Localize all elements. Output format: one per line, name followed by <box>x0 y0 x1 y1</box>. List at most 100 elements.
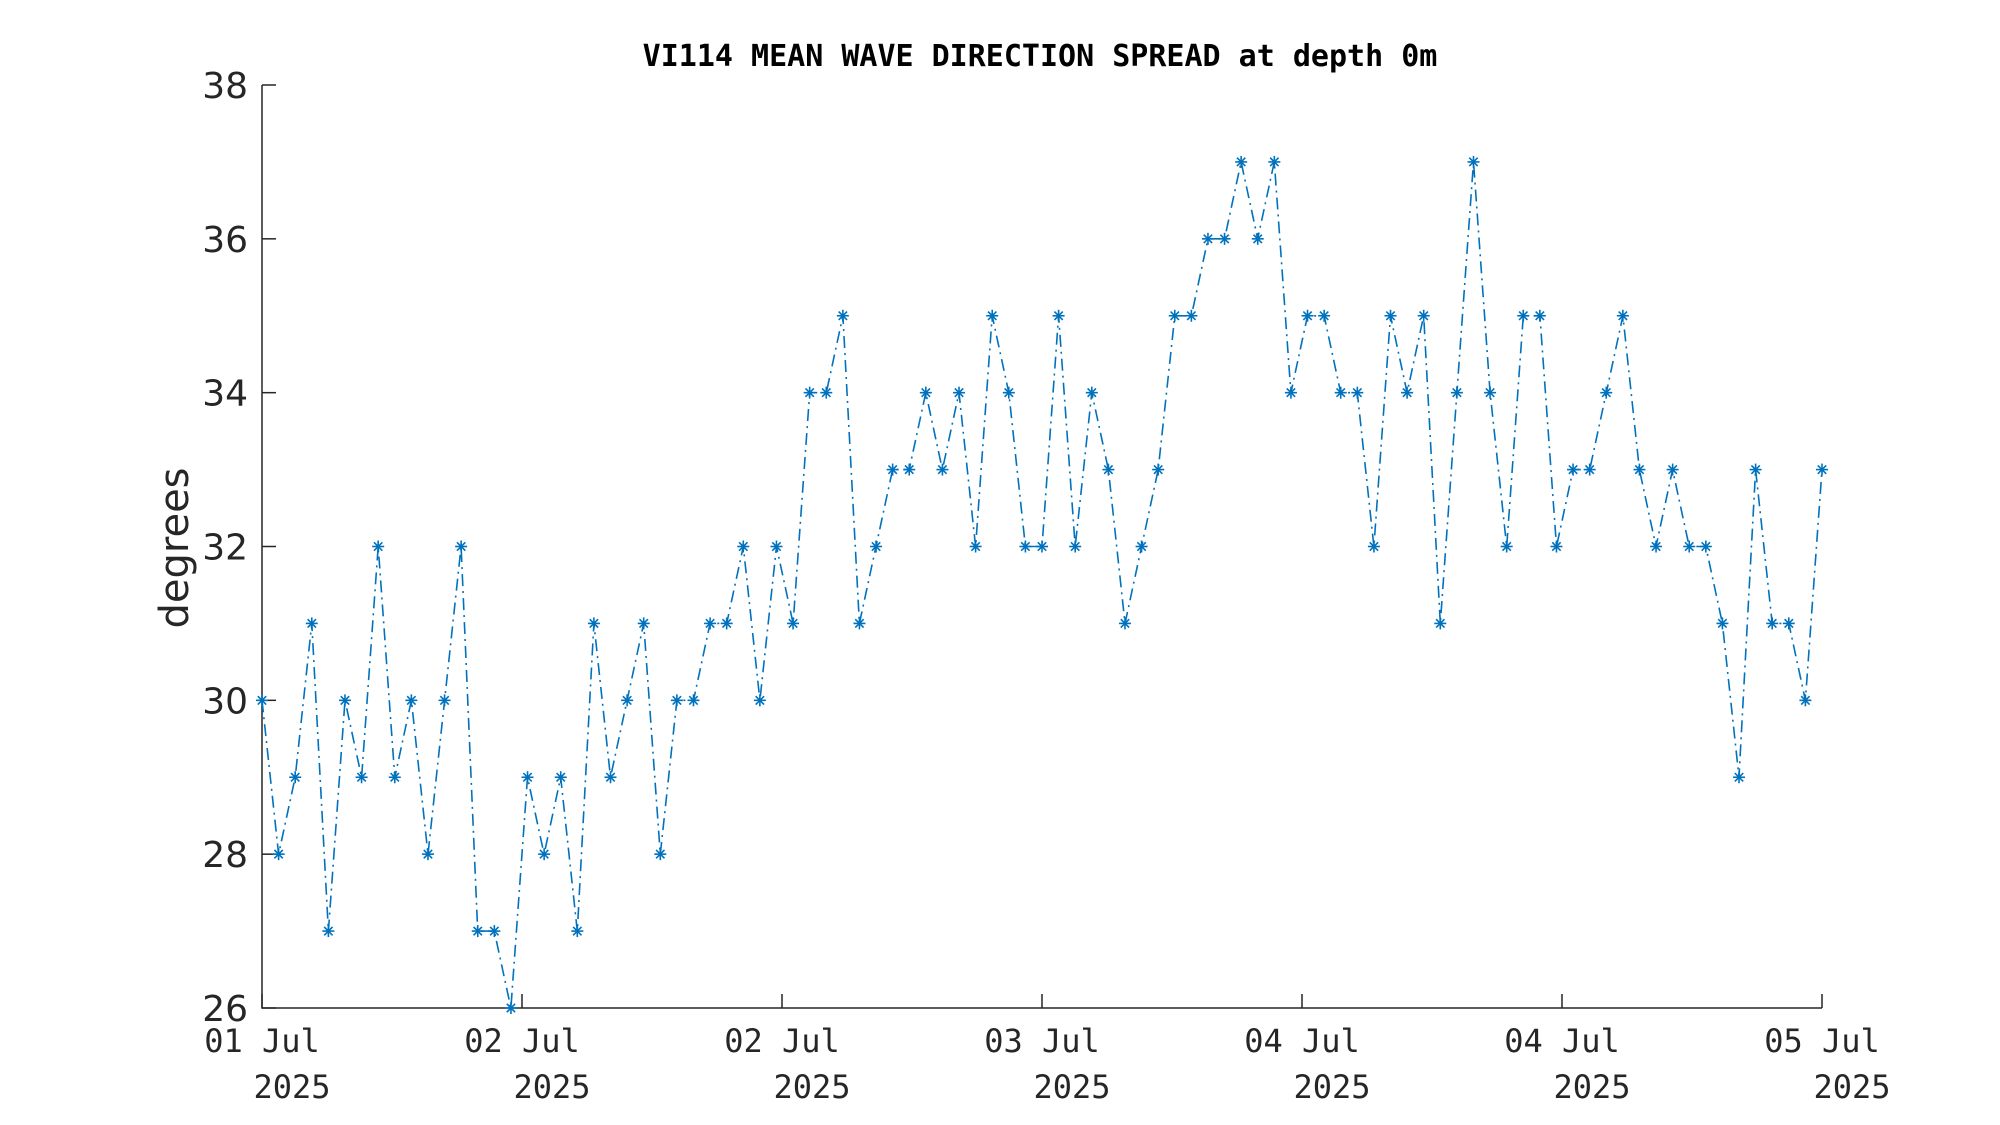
data-point <box>903 463 916 476</box>
y-tick-label: 28 <box>202 835 248 876</box>
x-tick-day-label: 04 Jul <box>1504 1022 1620 1060</box>
data-point <box>1550 540 1563 553</box>
data-point <box>787 617 800 630</box>
data-point <box>1766 617 1779 630</box>
data-point <box>538 848 551 861</box>
y-tick-label: 30 <box>202 681 248 722</box>
x-tick-year-label: 2025 <box>253 1068 330 1106</box>
x-tick-day-label: 02 Jul <box>724 1022 840 1060</box>
x-tick-day-label: 01 Jul <box>204 1022 320 1060</box>
data-point <box>770 540 783 553</box>
data-point <box>1218 232 1231 245</box>
data-point <box>1036 540 1048 553</box>
data-point <box>687 694 700 707</box>
data-point <box>919 386 932 399</box>
axes: 26 28 30 32 34 36 38 01 Jul 2025 02 Jul 2025 02 Jul… <box>202 66 1890 1106</box>
data-point <box>571 925 584 938</box>
data-point <box>1185 309 1198 322</box>
data-point <box>1782 617 1795 630</box>
data-point <box>1749 463 1762 476</box>
data-point <box>870 540 883 553</box>
data-point <box>1799 694 1812 707</box>
data-point <box>670 694 683 707</box>
data-point <box>256 694 268 707</box>
data-point <box>1069 540 1082 553</box>
data-point <box>289 771 302 784</box>
data-point <box>753 694 766 707</box>
data-point <box>1251 232 1264 245</box>
data-point <box>969 540 982 553</box>
data-point <box>1318 309 1331 322</box>
data-point <box>1583 463 1596 476</box>
data-point <box>704 617 717 630</box>
data-point <box>1401 386 1414 399</box>
data-point <box>836 309 849 322</box>
data-point <box>1268 155 1281 168</box>
data-point <box>1384 309 1397 322</box>
x-tick-day-label: 04 Jul <box>1244 1022 1360 1060</box>
y-tick-label: 26 <box>202 989 248 1030</box>
x-tick-day-label: 05 Jul <box>1764 1022 1880 1060</box>
data-point <box>1567 463 1580 476</box>
data-point <box>1600 386 1613 399</box>
data-point <box>1284 386 1297 399</box>
data-point <box>1517 309 1530 322</box>
data-point <box>272 848 285 861</box>
data-point <box>953 386 966 399</box>
data-point <box>936 463 949 476</box>
data-point <box>1716 617 1729 630</box>
data-point <box>388 771 401 784</box>
data-point <box>1019 540 1032 553</box>
data-point <box>1733 771 1746 784</box>
data-point <box>438 694 451 707</box>
data-point <box>1085 386 1098 399</box>
data-point <box>637 617 650 630</box>
data-point <box>1434 617 1447 630</box>
y-tick-label: 34 <box>202 374 248 415</box>
data-point <box>521 771 534 784</box>
data-point <box>803 386 816 399</box>
data-point <box>322 925 335 938</box>
data-point <box>455 540 468 553</box>
data-point <box>1052 309 1065 322</box>
data-point <box>1135 540 1148 553</box>
data-point <box>1235 155 1248 168</box>
data-point <box>1301 309 1314 322</box>
x-tick-day-label: 02 Jul <box>464 1022 580 1060</box>
data-point <box>1367 540 1380 553</box>
data-point <box>720 617 733 630</box>
data-point <box>1118 617 1131 630</box>
data-point <box>886 463 899 476</box>
x-tick-year-label: 2025 <box>1293 1068 1370 1106</box>
data-point <box>1650 540 1663 553</box>
data-point <box>853 617 866 630</box>
data-point <box>504 1002 517 1014</box>
data-point <box>1467 155 1480 168</box>
x-tick-year-label: 2025 <box>773 1068 850 1106</box>
data-point <box>1334 386 1347 399</box>
data-point <box>305 617 318 630</box>
x-tick-year-label: 2025 <box>513 1068 590 1106</box>
data-point <box>471 925 484 938</box>
data-point <box>405 694 418 707</box>
data-point <box>1816 463 1828 476</box>
y-tick-label: 36 <box>202 220 248 261</box>
data-point <box>1168 309 1181 322</box>
data-point <box>488 925 501 938</box>
data-point <box>1616 309 1629 322</box>
data-point <box>355 771 368 784</box>
x-tick-year-label: 2025 <box>1033 1068 1110 1106</box>
y-tick-label: 38 <box>202 66 248 107</box>
data-point <box>554 771 567 784</box>
data-point <box>1152 463 1165 476</box>
data-point <box>1666 463 1679 476</box>
data-point <box>1533 309 1546 322</box>
data-point <box>1683 540 1696 553</box>
data-point <box>1699 540 1712 553</box>
x-tick-year-label: 2025 <box>1553 1068 1630 1106</box>
data-point <box>1002 386 1015 399</box>
data-point <box>654 848 667 861</box>
data-point <box>338 694 351 707</box>
